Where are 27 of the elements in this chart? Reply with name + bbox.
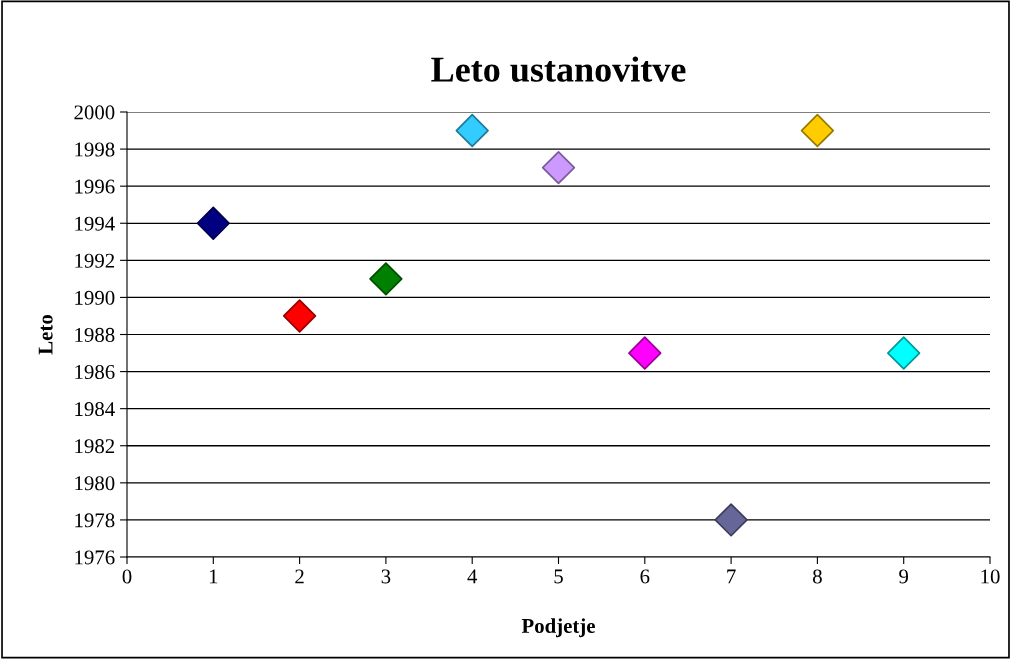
y-tick-label: 1982 — [75, 439, 115, 454]
y-tick-label: 1998 — [75, 142, 115, 157]
x-tick-label: 9 — [899, 569, 909, 584]
x-tick-label: 0 — [122, 569, 132, 584]
x-tick-label: 8 — [812, 569, 822, 584]
x-axis-title: Podjetje — [521, 618, 595, 638]
y-tick-label: 1976 — [75, 550, 115, 565]
y-tick-label: 1996 — [75, 179, 115, 194]
y-tick-label: 1992 — [75, 253, 115, 268]
x-tick-label: 1 — [209, 569, 218, 584]
x-tick-label: 5 — [554, 569, 563, 584]
y-axis-title: Leto — [38, 315, 53, 355]
y-tick-label: 1990 — [75, 290, 115, 305]
y-tick-label: 2000 — [74, 105, 115, 120]
y-tick-label: 1988 — [75, 327, 115, 342]
y-tick-label: 1984 — [75, 402, 115, 417]
x-tick-label: 10 — [981, 569, 1000, 584]
x-tick-label: 6 — [640, 569, 650, 584]
x-tick-label: 3 — [381, 569, 391, 584]
y-tick-label: 1978 — [75, 513, 115, 528]
x-tick-label: 4 — [467, 569, 478, 584]
x-tick-label: 2 — [295, 569, 304, 584]
x-tick-label: 7 — [727, 569, 736, 584]
chart-title: Leto ustanovitve — [431, 56, 686, 82]
y-tick-label: 1980 — [75, 476, 115, 491]
y-tick-label: 1986 — [75, 364, 115, 380]
y-tick-label: 1994 — [75, 216, 115, 231]
